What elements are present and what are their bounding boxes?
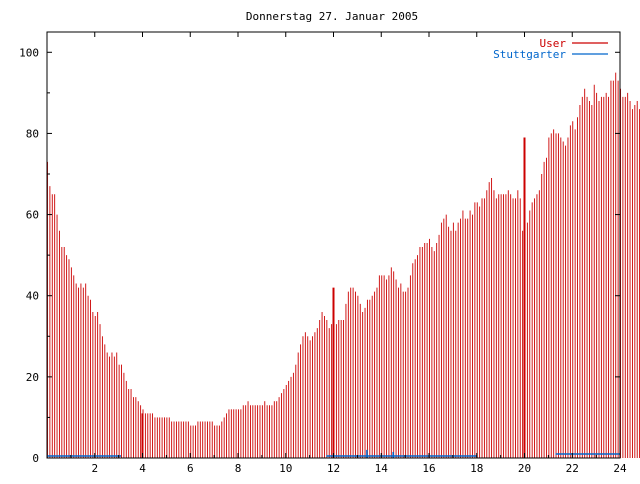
x-tick-label: 2 (91, 462, 98, 475)
x-tick-label: 20 (518, 462, 531, 475)
x-tick-label: 8 (235, 462, 242, 475)
x-tick-label: 24 (613, 462, 627, 475)
x-tick-label: 18 (470, 462, 483, 475)
x-tick-label: 16 (422, 462, 435, 475)
user-bars (48, 73, 640, 458)
x-tick-label: 12 (327, 462, 340, 475)
y-tick-label: 20 (26, 371, 39, 384)
y-tick-label: 40 (26, 290, 39, 303)
chart-title: Donnerstag 27. Januar 2005 (246, 10, 418, 23)
y-tick-label: 0 (32, 452, 39, 465)
x-tick-label: 22 (566, 462, 579, 475)
x-tick-label: 10 (279, 462, 292, 475)
legend-label-stuttgarter: Stuttgarter (493, 48, 566, 61)
y-tick-label: 80 (26, 127, 39, 140)
highlight-bars (143, 137, 525, 458)
y-tick-label: 60 (26, 209, 39, 222)
x-tick-label: 4 (139, 462, 146, 475)
x-tick-label: 6 (187, 462, 194, 475)
legend: User Stuttgarter (493, 37, 608, 61)
y-tick-label: 100 (19, 46, 39, 59)
x-tick-label: 14 (375, 462, 389, 475)
